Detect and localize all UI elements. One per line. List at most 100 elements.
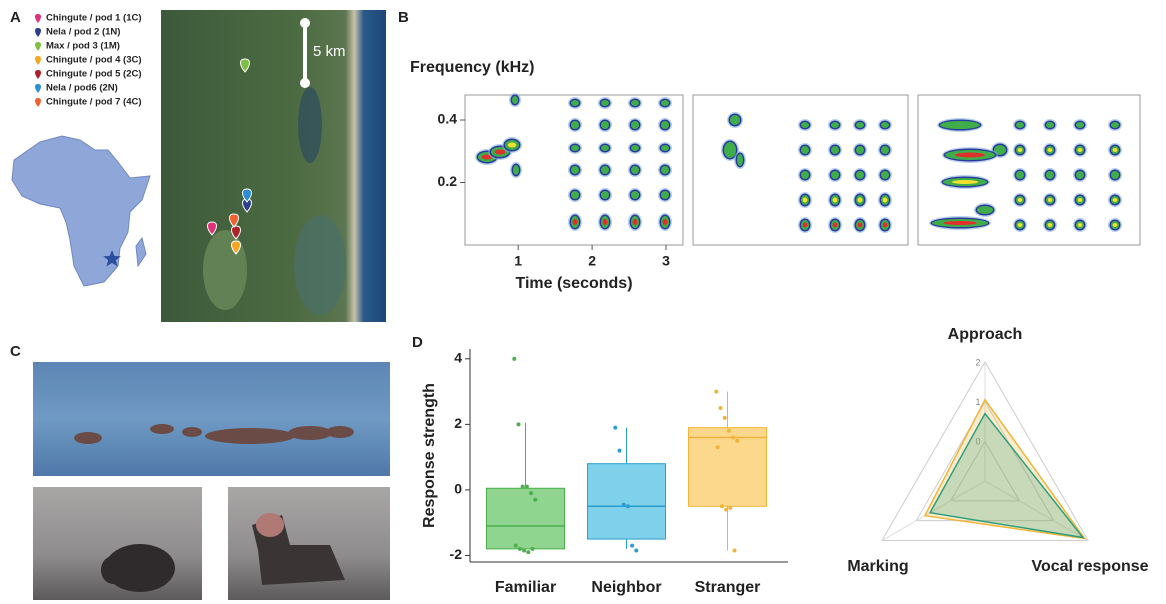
- spectral-energy: [832, 222, 838, 228]
- data-point: [714, 389, 719, 394]
- legend-label: Nela / pod6 (2N): [46, 83, 118, 94]
- spectral-energy: [1016, 171, 1024, 179]
- legend-pin: [35, 28, 41, 37]
- spectral-energy: [1077, 198, 1083, 202]
- spectral-energy: [507, 142, 517, 148]
- grid-ring: [949, 440, 1021, 502]
- x-tick-label: 2: [588, 253, 596, 269]
- spectral-energy: [631, 145, 639, 151]
- x-tick-label: 1: [514, 253, 522, 269]
- r-tick-label: 0: [975, 437, 980, 447]
- data-point: [513, 543, 518, 548]
- location-star: [103, 250, 121, 267]
- data-point: [512, 356, 517, 361]
- spectral-energy: [856, 146, 864, 154]
- data-point: [613, 425, 618, 430]
- spectral-energy: [494, 149, 506, 155]
- spectral-energy: [1111, 171, 1119, 179]
- legend-label: Nela / pod 2 (1N): [46, 27, 120, 38]
- spectral-energy: [661, 100, 669, 106]
- map-pin: [207, 221, 217, 236]
- spectral-energy: [1046, 171, 1054, 179]
- y-tick-label: 4: [454, 350, 462, 366]
- spectral-energy: [955, 152, 985, 158]
- spectral-energy: [994, 145, 1006, 155]
- spectral-energy: [661, 145, 669, 151]
- spectral-energy: [571, 166, 579, 174]
- photo-hippo-yawn: [228, 487, 390, 600]
- legend-pin: [35, 42, 41, 51]
- x-tick-label: Neighbor: [591, 579, 661, 596]
- photo-hippo-group: [33, 362, 390, 476]
- spectral-energy: [802, 197, 808, 203]
- spectral-energy: [856, 171, 864, 179]
- data-point: [625, 504, 630, 509]
- spectral-energy: [881, 146, 889, 154]
- spectral-energy: [801, 122, 809, 128]
- y-tick-label: -2: [450, 546, 463, 562]
- spectral-energy: [662, 219, 668, 225]
- map-pin: [240, 58, 250, 73]
- spectral-energy: [631, 191, 639, 199]
- data-point: [634, 548, 639, 553]
- spectral-energy: [801, 171, 809, 179]
- spectral-energy: [882, 197, 888, 203]
- spectral-energy: [831, 122, 839, 128]
- data-point: [517, 546, 522, 551]
- map-pin: [231, 240, 241, 255]
- spectral-energy: [856, 122, 864, 128]
- data-point: [724, 507, 729, 512]
- spectral-energy: [801, 146, 809, 154]
- spectral-energy: [513, 165, 519, 175]
- spectral-energy: [730, 115, 740, 125]
- lake: [298, 87, 322, 163]
- spectral-energy: [724, 142, 736, 158]
- axis-label: Approach: [948, 326, 1023, 343]
- spectral-energy: [951, 180, 979, 184]
- map-pin: [229, 213, 239, 228]
- data-point: [630, 543, 635, 548]
- axis-label: Marking: [847, 558, 908, 575]
- data-point: [718, 405, 723, 410]
- y-axis-title: Frequency (kHz): [410, 59, 534, 76]
- spectral-energy: [632, 219, 638, 225]
- box: [587, 463, 666, 540]
- legend-pin: [35, 56, 41, 65]
- legend-label: Max / pod 3 (1M): [46, 41, 120, 52]
- data-point: [726, 428, 731, 433]
- axis-label: Vocal response: [1031, 558, 1148, 575]
- legend-label: Chingute / pod 7 (4C): [46, 97, 142, 108]
- data-point: [526, 550, 531, 555]
- legend-label: Chingute / pod 1 (1C): [46, 13, 142, 24]
- spectral-energy: [831, 146, 839, 154]
- data-point: [516, 422, 521, 427]
- spectral-energy: [831, 171, 839, 179]
- data-point: [719, 504, 724, 509]
- spectral-energy: [802, 222, 808, 228]
- hippo-mouth: [256, 513, 284, 537]
- spectral-energy: [512, 96, 518, 104]
- spectral-energy: [737, 154, 743, 166]
- lake: [203, 230, 247, 310]
- data-point: [522, 548, 527, 553]
- spectral-energy: [631, 121, 639, 129]
- spectral-energy: [1047, 198, 1053, 202]
- spectral-energy: [1017, 198, 1023, 202]
- spectral-energy: [1017, 223, 1023, 227]
- spectral-energy: [601, 100, 609, 106]
- data-point: [520, 484, 525, 489]
- legend-pin: [35, 84, 41, 93]
- spectral-energy: [1076, 171, 1084, 179]
- africa-map: [11, 135, 151, 287]
- spectral-energy: [881, 122, 889, 128]
- spectral-energy: [1047, 223, 1053, 227]
- y-tick-label: 0.4: [438, 111, 458, 127]
- data-point: [728, 505, 733, 510]
- panel-label: C: [10, 343, 21, 360]
- satellite-map: [161, 10, 386, 322]
- radar-series: [928, 412, 1085, 539]
- y-axis-title: Response strength: [421, 383, 438, 528]
- legend-label: Chingute / pod 4 (3C): [46, 55, 142, 66]
- data-point: [735, 438, 740, 443]
